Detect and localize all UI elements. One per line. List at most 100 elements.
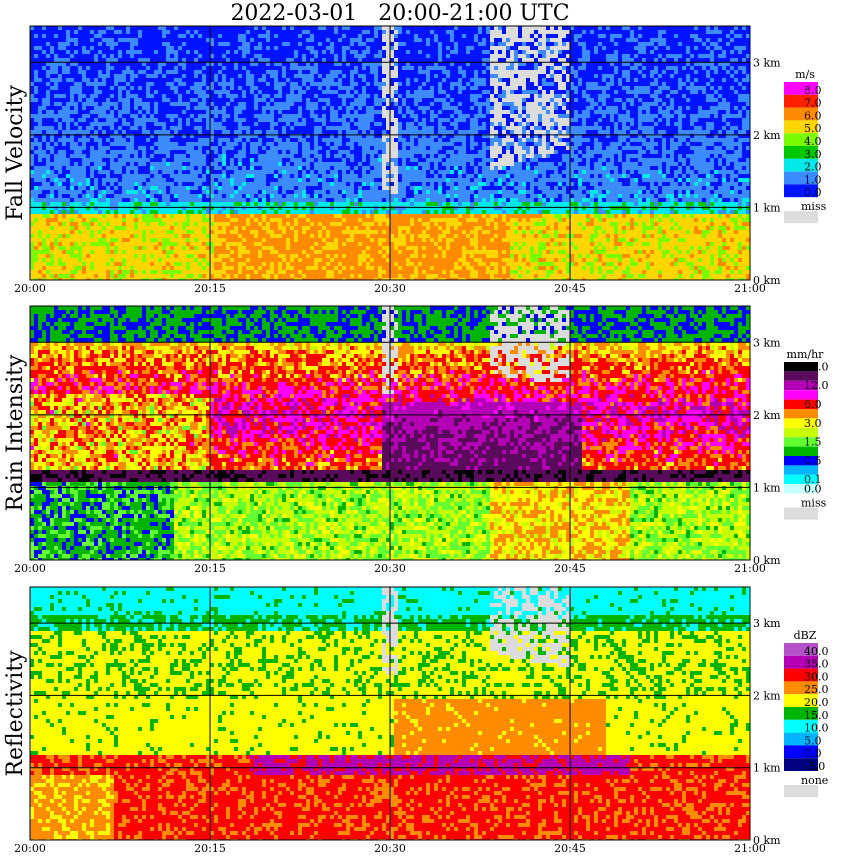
y-tick-label: 3 km <box>753 336 781 349</box>
y-tick-label: 1 km <box>753 201 781 214</box>
y-tick-label: 2 km <box>753 409 781 422</box>
y-axis-label: Fall Velocity <box>3 85 28 221</box>
legend-label: 1.0 <box>804 173 822 186</box>
legend-label: 48.0 <box>804 360 829 373</box>
y-tick-label: 0 km <box>753 834 781 847</box>
heatmap-cells-2-10 <box>214 394 750 470</box>
legend-label: 1.5 <box>804 436 822 449</box>
y-tick-label: 2 km <box>753 129 781 142</box>
legend-swatch <box>784 758 818 771</box>
x-tick-label: 20:15 <box>194 562 226 575</box>
legend-missing-swatch <box>784 507 818 520</box>
y-tick-label: 0 km <box>753 274 781 287</box>
legend-swatch <box>784 707 818 720</box>
legend-swatch <box>784 694 818 707</box>
heatmap-cells-2-1 <box>30 306 750 560</box>
x-tick-label: 21:00 <box>734 562 766 575</box>
legend-swatch <box>784 399 818 409</box>
y-tick-label: 0 km <box>753 554 781 567</box>
legend-label: -5.0 <box>804 760 825 773</box>
legend-label: 2.0 <box>804 161 822 174</box>
legend-swatch <box>784 446 818 456</box>
heatmap-cells-1-5 <box>34 214 750 280</box>
x-tick-label: 20:00 <box>14 282 46 295</box>
legend-label: 0.0 <box>804 186 822 199</box>
legend-label: 3.0 <box>804 417 822 430</box>
legend-swatch <box>784 484 818 494</box>
legend-label: 4.0 <box>804 135 822 148</box>
legend-label: 3.0 <box>804 148 822 161</box>
legend-swatch <box>784 107 818 121</box>
legend-swatch <box>784 171 818 185</box>
heatmap-cells-2-11 <box>382 306 570 394</box>
x-tick-label: 20:00 <box>14 562 46 575</box>
legend-swatch <box>784 409 818 419</box>
x-tick-label: 20:45 <box>554 282 586 295</box>
legend-swatch <box>784 120 818 134</box>
legend-missing-label: miss <box>801 497 827 510</box>
heatmap-cells-1-7 <box>382 26 570 194</box>
legend-unit: m/s <box>795 68 815 81</box>
legend-missing-swatch <box>784 785 818 797</box>
legend-swatch <box>784 133 818 146</box>
legend-swatch <box>784 643 818 656</box>
legend-swatch <box>784 474 818 485</box>
legend-label: 0.5 <box>804 454 822 467</box>
heatmap-cells-3-6 <box>382 587 570 675</box>
legend-swatch <box>784 371 818 381</box>
legend-missing-label: none <box>801 774 828 787</box>
legend-swatch <box>784 437 818 447</box>
legend-swatch <box>784 82 818 95</box>
legend-unit: mm/hr <box>787 348 825 361</box>
legend-swatch <box>784 418 818 428</box>
legend-label: 5.0 <box>804 122 822 135</box>
heatmap-cells-1-6 <box>42 202 750 214</box>
legend-label: 20.0 <box>804 696 829 709</box>
legend-label: 25.0 <box>804 683 829 696</box>
y-tick-label: 1 km <box>753 762 781 775</box>
heatmap-cells-3-5 <box>250 755 630 775</box>
legend-swatch <box>784 745 818 759</box>
legend-swatch <box>784 184 818 198</box>
x-tick-label: 20:00 <box>14 842 46 855</box>
legend-swatch <box>784 668 818 682</box>
legend-swatch <box>784 390 818 400</box>
legend-label: 7.0 <box>804 97 822 110</box>
x-tick-label: 20:15 <box>194 842 226 855</box>
legend-unit: dBZ <box>794 629 817 642</box>
legend-label: 0.0 <box>804 747 822 760</box>
legend-swatch <box>784 158 818 172</box>
legend-label: 5.0 <box>804 734 822 747</box>
x-tick-label: 20:45 <box>554 842 586 855</box>
chart-title: 2022-03-01 20:00-21:00 UTC <box>230 1 570 26</box>
legend-label: 12.0 <box>804 379 829 392</box>
legend-label: 40.0 <box>804 645 829 658</box>
x-tick-label: 20:30 <box>374 842 406 855</box>
legend-label: 35.0 <box>804 658 829 671</box>
legend-swatch <box>784 427 818 438</box>
legend-swatch <box>784 362 818 372</box>
legend-swatch <box>784 732 818 746</box>
y-tick-label: 3 km <box>753 617 781 630</box>
legend-missing-label: miss <box>801 200 827 213</box>
legend-swatch <box>784 719 818 733</box>
x-tick-label: 20:30 <box>374 282 406 295</box>
y-axis-label: Rain Intensity <box>3 354 28 511</box>
y-axis-label: Reflectivity <box>3 650 28 777</box>
legend-swatch <box>784 456 818 466</box>
legend-swatch <box>784 380 818 391</box>
y-tick-label: 2 km <box>753 689 781 702</box>
legend-label: 6.0 <box>804 398 822 411</box>
legend-label: 30.0 <box>804 670 829 683</box>
legend-swatch <box>784 146 818 159</box>
legend-label: 0.1 <box>804 473 822 486</box>
legend-swatch <box>784 681 818 695</box>
legend-missing-swatch <box>784 211 818 224</box>
legend-swatch <box>784 94 818 108</box>
x-tick-label: 20:15 <box>194 282 226 295</box>
x-tick-label: 21:00 <box>734 282 766 295</box>
x-tick-label: 21:00 <box>734 842 766 855</box>
legend-label: 15.0 <box>804 709 829 722</box>
x-tick-label: 20:30 <box>374 562 406 575</box>
